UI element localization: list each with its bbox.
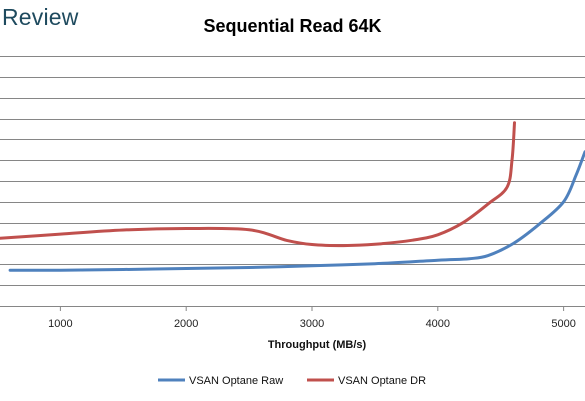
x-tick-label: 5000 — [551, 318, 575, 330]
x-tick-label: 1000 — [48, 318, 72, 330]
x-tick-label: 3000 — [300, 318, 324, 330]
legend: VSAN Optane Raw VSAN Optane DR — [158, 375, 426, 387]
legend-label-vsan-optane-dr: VSAN Optane DR — [338, 375, 426, 387]
gridlines — [0, 56, 585, 307]
x-axis-label: Throughput (MB/s) — [268, 339, 367, 351]
series-line-vsan-optane-dr — [0, 121, 516, 248]
series-line-vsan-optane-raw — [8, 150, 585, 272]
x-tick-labels: 1000 2000 3000 4000 5000 — [48, 306, 576, 330]
x-tick-label: 2000 — [174, 318, 198, 330]
series-lines — [0, 121, 585, 272]
x-tick-label: 4000 — [426, 318, 450, 330]
chart-title: Sequential Read 64K — [203, 16, 382, 36]
review-logo: Review — [2, 4, 79, 30]
legend-label-vsan-optane-raw: VSAN Optane Raw — [189, 375, 283, 387]
